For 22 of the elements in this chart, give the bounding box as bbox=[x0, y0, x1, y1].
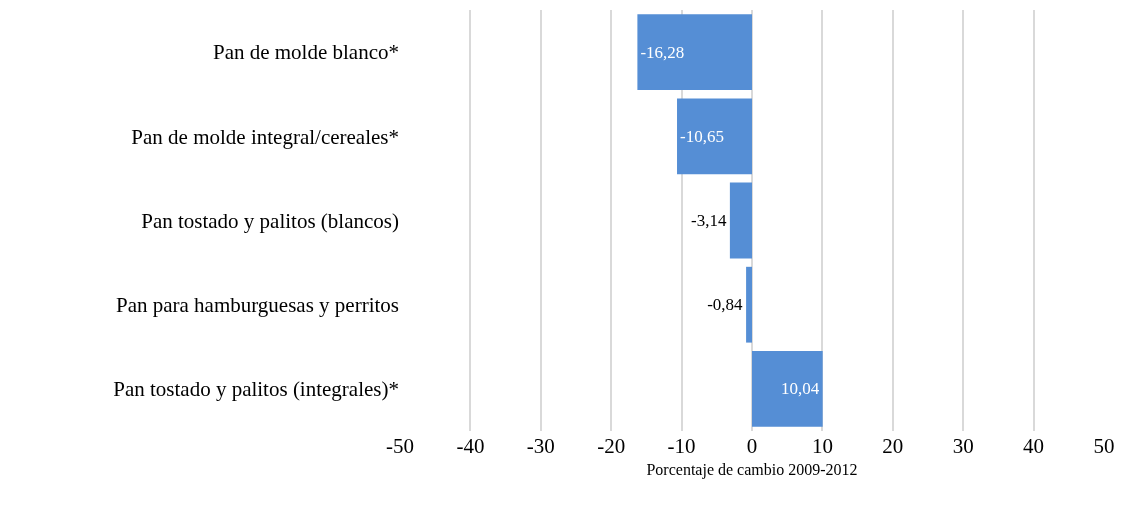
y-tick-label: Pan tostado y palitos (blancos) bbox=[141, 208, 399, 233]
x-tick-label: -10 bbox=[667, 434, 696, 458]
data-label: -10,65 bbox=[680, 126, 724, 146]
data-label: -16,28 bbox=[640, 42, 685, 62]
x-tick-label: 40 bbox=[1023, 434, 1045, 458]
x-tick-label: 30 bbox=[952, 434, 974, 458]
data-label: -0,84 bbox=[707, 295, 744, 315]
x-tick-label: -20 bbox=[597, 434, 626, 458]
x-tick-label: 0 bbox=[746, 434, 758, 458]
x-axis-title: Porcentaje de cambio 2009-2012 bbox=[646, 460, 858, 479]
y-tick-label: Pan tostado y palitos (integrales)* bbox=[113, 377, 399, 402]
x-tick-label: -40 bbox=[456, 434, 485, 458]
data-label: -3,14 bbox=[690, 211, 727, 230]
y-tick-label: Pan para hamburguesas y perritos bbox=[115, 293, 399, 318]
x-tick-label: 50 bbox=[1093, 434, 1115, 458]
x-tick-label: 20 bbox=[882, 434, 904, 458]
y-tick-label: Pan de molde integral/cereales* bbox=[131, 124, 399, 149]
x-tick-label: -30 bbox=[526, 434, 555, 458]
x-tick-label: 10 bbox=[811, 434, 833, 458]
y-tick-label: Pan de molde blanco* bbox=[212, 40, 399, 65]
x-tick-label: -50 bbox=[386, 434, 414, 458]
data-label: 10,04 bbox=[780, 379, 820, 399]
